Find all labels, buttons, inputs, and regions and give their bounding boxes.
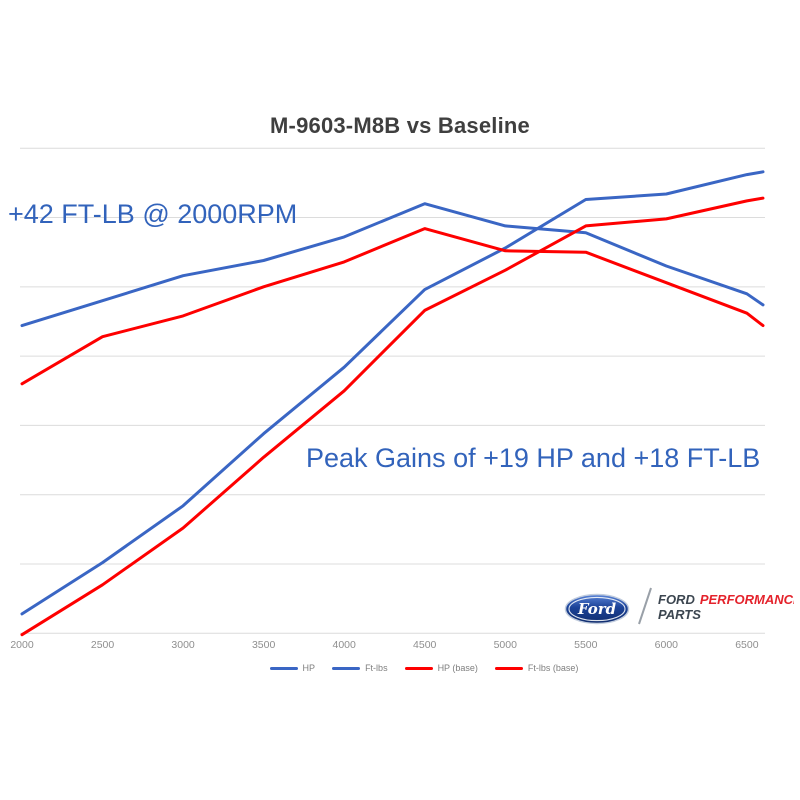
legend-label: HP [302, 663, 316, 673]
brand-line1: FORD PERFORMANCE [658, 592, 794, 607]
series-lines [20, 170, 765, 637]
legend-label: HP (base) [437, 663, 478, 673]
x-tick-label-2000: 2000 [10, 639, 34, 651]
x-tick-label-3500: 3500 [251, 639, 276, 651]
legend-swatch [404, 666, 433, 670]
hp-line [20, 170, 765, 616]
legend-item-ft-lbs-base: Ft-lbs (base) [494, 663, 579, 673]
brand-word-ford: FORD [658, 592, 695, 607]
ford-oval [564, 593, 630, 625]
legend-item-ft-lbs: Ft-lbs [332, 663, 388, 673]
gridlines [20, 147, 765, 634]
hp-base-line [20, 196, 765, 637]
ft-lbs-line [20, 202, 765, 328]
x-tick-label-5500: 5500 [574, 639, 598, 651]
ford-oval-ring [568, 596, 626, 622]
ford-performance-logo: Ford FORD PERFORMANCE PARTS [564, 587, 794, 625]
legend-label: Ft-lbs (base) [527, 663, 579, 673]
legend-item-hp-base: HP (base) [404, 663, 478, 673]
legend-item-hp: HP [269, 663, 316, 673]
brand-word-performance: PERFORMANCE [700, 592, 794, 607]
legend-swatch [494, 666, 523, 670]
ford-script-text: Ford [577, 600, 617, 618]
logo-divider-slash [638, 587, 652, 625]
annotation-peak-gains: Peak Gains of +19 HP and +18 FT-LB [306, 443, 761, 473]
brand-word-parts: PARTS [658, 607, 701, 622]
legend-label: Ft-lbs [365, 663, 388, 673]
x-tick-label-5000: 5000 [493, 639, 517, 651]
annotation-low-end-gain: +42 FT-LB @ 2000RPM [8, 199, 298, 229]
x-tick-label-6500: 6500 [735, 639, 759, 651]
x-tick-label-6000: 6000 [654, 639, 679, 651]
ford-oval-logo: Ford [564, 593, 630, 625]
chart-title: M-9603-M8B vs Baseline [270, 113, 530, 138]
x-tick-label-4000: 4000 [332, 639, 356, 651]
legend-swatch [332, 666, 361, 670]
x-tick-label-2500: 2500 [90, 639, 115, 651]
x-tick-label-3000: 3000 [171, 639, 195, 651]
legend-swatch [269, 666, 298, 670]
chart-legend: HP Ft-lbs HP (base) Ft-lbs (base) [48, 663, 800, 673]
x-tick-label-4500: 4500 [413, 639, 437, 651]
ft-lbs-base-line [20, 227, 765, 386]
